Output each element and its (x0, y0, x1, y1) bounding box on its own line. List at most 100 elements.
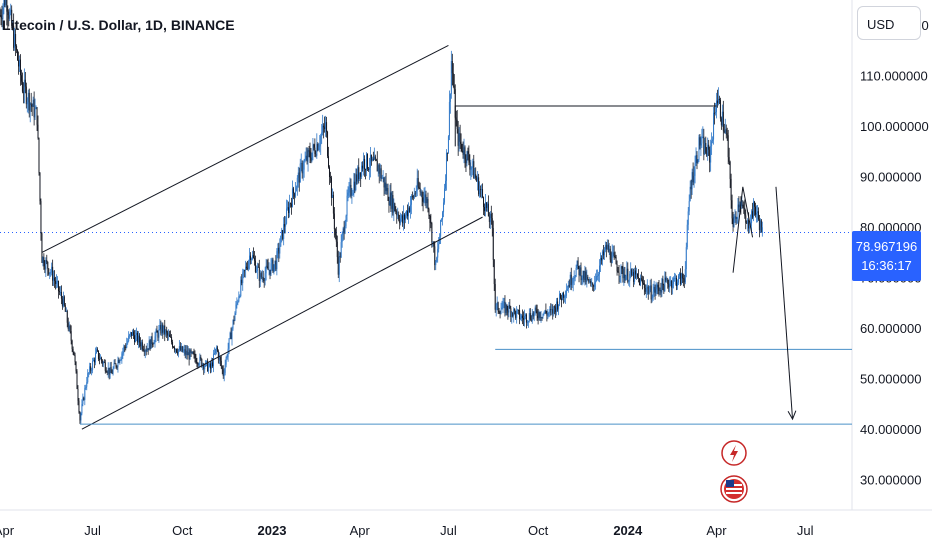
candle-body (709, 149, 711, 163)
us-flag-icon[interactable] (720, 475, 748, 503)
candle-body (645, 288, 647, 292)
candle-body (707, 144, 709, 156)
candle-body (451, 61, 453, 74)
candle-body (155, 330, 157, 337)
candle-body (387, 187, 389, 201)
candle-body (621, 266, 623, 269)
candle-body (367, 168, 369, 170)
candle-body (188, 352, 190, 360)
candle-body (487, 203, 489, 217)
candle-body (129, 334, 131, 336)
candle-body (73, 351, 75, 356)
chart-grid (0, 0, 932, 511)
candle-body (173, 347, 175, 348)
candle-body (704, 143, 706, 155)
candle-body (602, 251, 604, 256)
candle-body (524, 314, 526, 317)
chart-title: Litecoin / U.S. Dollar, 1D, BINANCE (2, 17, 235, 33)
candle-body (102, 362, 104, 364)
candle-body (420, 191, 422, 193)
candle-body (237, 301, 239, 303)
candle-body (251, 258, 253, 260)
candle-body (682, 278, 684, 280)
candle-body (68, 325, 70, 330)
candle-body (152, 344, 154, 345)
candle-body (632, 272, 634, 276)
candle-body (597, 275, 599, 277)
candle-body (216, 347, 218, 352)
candle-body (598, 274, 600, 276)
candle-body (126, 343, 128, 348)
lightning-icon[interactable] (721, 440, 747, 466)
candle-body (628, 280, 630, 282)
candle-body (7, 11, 9, 16)
candle-body (345, 215, 347, 226)
candle-body (372, 158, 374, 160)
candle-body (681, 273, 683, 279)
candle-body (558, 304, 560, 310)
candle-body (336, 241, 338, 258)
candle-body (281, 230, 283, 236)
candle-body (323, 125, 325, 128)
candle-body (686, 224, 688, 248)
candle-body (437, 248, 439, 258)
candle-body (389, 192, 391, 206)
candle-body (90, 366, 92, 371)
candle-body (734, 216, 736, 218)
candle-body (527, 320, 529, 323)
candle-body (382, 177, 384, 179)
candle-body (561, 292, 563, 301)
candle-body (77, 388, 79, 401)
currency-button[interactable]: USD (857, 6, 921, 40)
candle-body (407, 207, 409, 217)
candle-body (76, 371, 78, 389)
candle-body (409, 204, 411, 212)
candle-body (419, 187, 421, 193)
candle-body (92, 360, 94, 371)
candle-body (78, 400, 80, 413)
candle-body (316, 143, 318, 156)
candle-body (135, 332, 137, 335)
candle-body (175, 348, 177, 353)
candle-body (444, 188, 446, 203)
candle-body (726, 133, 728, 136)
forecast-arrow (775, 186, 794, 420)
candle-body (428, 209, 430, 216)
candle-body (662, 279, 664, 286)
candle-body (626, 268, 628, 276)
candle-body (161, 324, 163, 334)
candle-body (220, 360, 222, 367)
candle-body (730, 178, 732, 201)
candle-body (550, 309, 552, 310)
candle-body (505, 304, 507, 313)
candle-body (578, 266, 580, 276)
candle-body (669, 283, 671, 288)
candle-body (88, 372, 90, 374)
candle-body (485, 202, 487, 208)
candle-body (672, 284, 674, 288)
candle-body (48, 268, 50, 275)
candle-body (619, 275, 621, 277)
candle-body (261, 276, 263, 278)
candle-body (97, 350, 99, 359)
candle-body (146, 348, 148, 352)
candle-body (641, 279, 643, 284)
candle-body (397, 214, 399, 216)
candle-body (109, 367, 111, 375)
candle-body (700, 143, 702, 146)
candle-body (231, 328, 233, 340)
candle-body (380, 168, 382, 179)
candle-body (294, 191, 296, 197)
candle-body (705, 143, 707, 153)
x-tick-label: 2023 (258, 523, 287, 538)
candle-body (240, 279, 242, 296)
time-axis[interactable]: Apr Jul Oct 2023 Apr Jul Oct 2024 Apr Jul (0, 523, 814, 538)
candle-body (10, 9, 12, 13)
candle-body (38, 137, 40, 173)
candle-body (748, 219, 750, 229)
candle-body (288, 207, 290, 214)
candle-body (82, 397, 84, 405)
event-markers[interactable] (720, 440, 748, 503)
candle-body (183, 349, 185, 351)
